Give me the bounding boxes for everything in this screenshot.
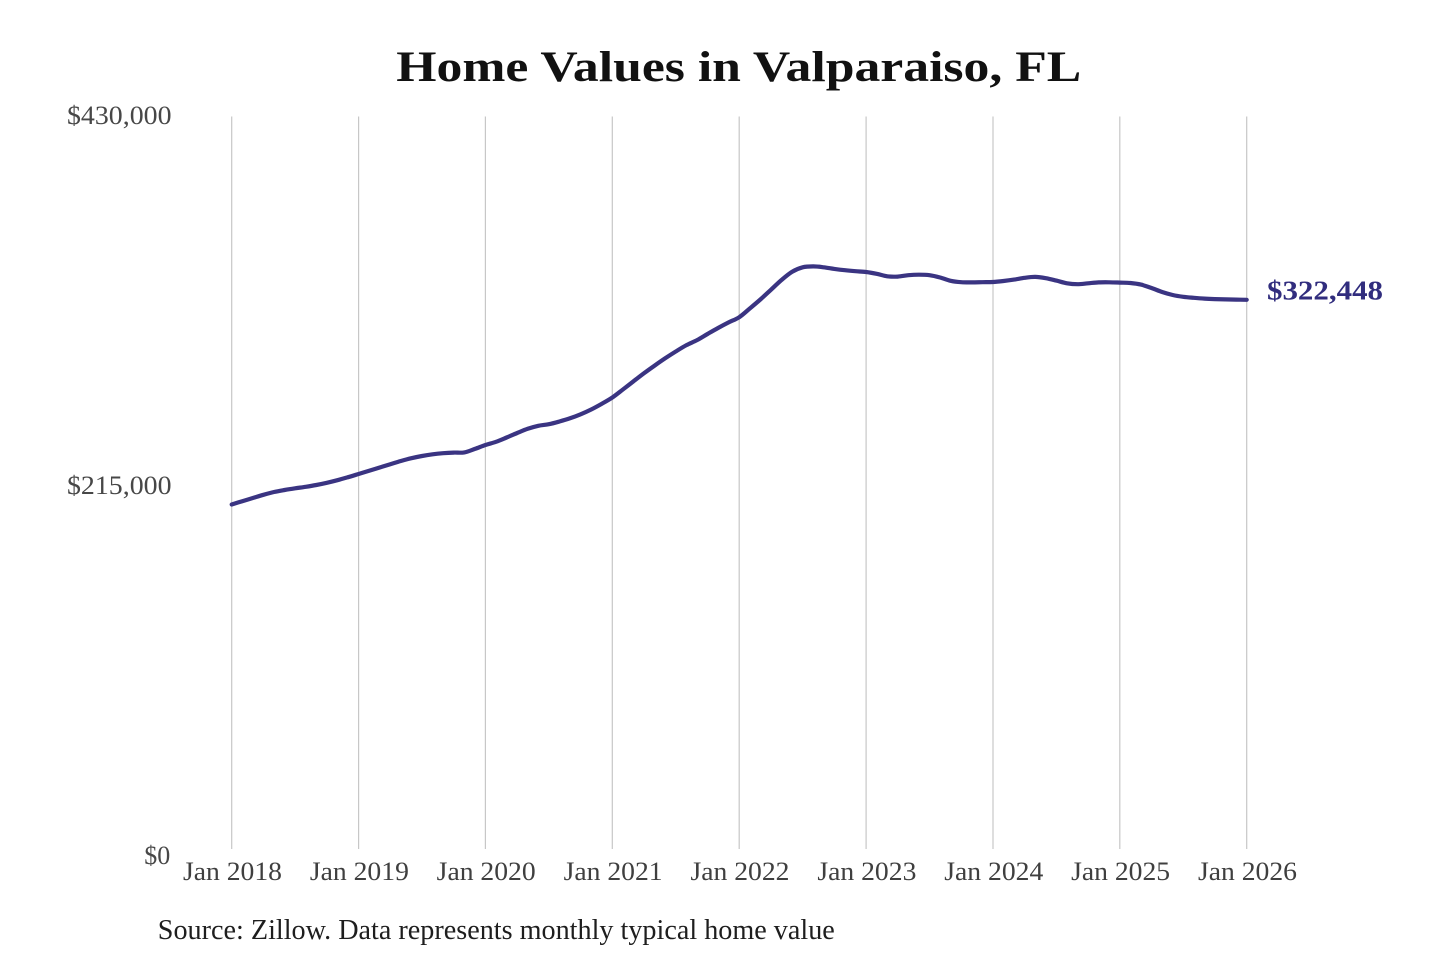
svg-text:$322,448: $322,448 [1267, 274, 1383, 305]
svg-text:Jan 2024: Jan 2024 [944, 857, 1043, 886]
svg-text:Jan 2022: Jan 2022 [691, 857, 790, 886]
svg-text:Jan 2026: Jan 2026 [1198, 857, 1297, 886]
svg-text:Jan 2018: Jan 2018 [183, 857, 282, 886]
svg-text:Jan 2019: Jan 2019 [310, 857, 409, 886]
svg-text:Jan 2025: Jan 2025 [1071, 857, 1170, 886]
svg-text:Source: Zillow. Data represent: Source: Zillow. Data represents monthly … [158, 915, 835, 946]
svg-text:Jan 2020: Jan 2020 [437, 857, 536, 886]
svg-text:$0: $0 [144, 840, 170, 870]
svg-text:$430,000: $430,000 [67, 100, 172, 130]
svg-text:Home Values in Valparaiso, FL: Home Values in Valparaiso, FL [396, 43, 1081, 91]
svg-text:$215,000: $215,000 [67, 470, 172, 500]
svg-text:Jan 2021: Jan 2021 [564, 857, 663, 886]
svg-text:Jan 2023: Jan 2023 [817, 857, 916, 886]
